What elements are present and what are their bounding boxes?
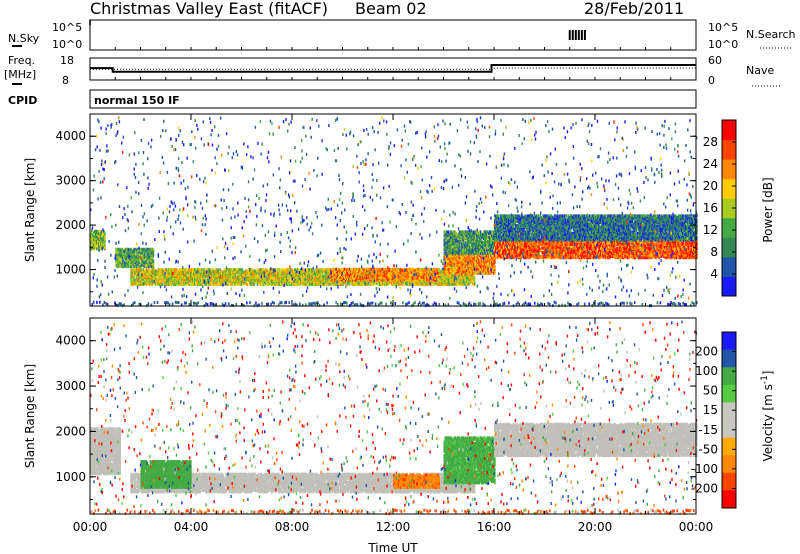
- scatter-cell: [104, 246, 106, 249]
- scatter-cell: [330, 283, 332, 286]
- scatter-cell: [153, 253, 155, 256]
- cpid-value: normal 150 IF: [94, 94, 180, 107]
- scatter-cell: [438, 277, 440, 280]
- scatter-cell: [153, 248, 155, 251]
- scatter-cell: [376, 268, 378, 271]
- nsky-label: N.Sky: [8, 32, 40, 45]
- station-title: Christmas Valley East (fitACF): [90, 0, 328, 18]
- scatter-cell: [438, 268, 440, 271]
- nsky-tick-low: 10^0: [52, 38, 82, 51]
- scatter-cell: [162, 283, 164, 286]
- nsky-panel-frame: [90, 20, 696, 50]
- nsearch-label: N.Search: [746, 28, 796, 41]
- scatter-cell: [130, 248, 132, 251]
- scatter-cell: [494, 260, 496, 263]
- nsky-series: [90, 20, 585, 41]
- scatter-cell: [217, 268, 219, 271]
- scatter-cell: [104, 237, 106, 240]
- nave-tick-high: 60: [708, 54, 722, 67]
- scatter-cell: [247, 283, 249, 286]
- scatter-cell: [133, 275, 135, 278]
- freq-tick-low: 8: [62, 74, 69, 87]
- scatter-cell: [204, 268, 206, 271]
- scatter-cell: [345, 282, 347, 285]
- cpid-panel-frame: [90, 90, 696, 108]
- nsearch-tick-low: 10^0: [708, 38, 738, 51]
- scatter-cell: [311, 268, 313, 271]
- scatter-cell: [313, 275, 315, 278]
- scatter-cell: [104, 233, 106, 236]
- freq-tick-high: 18: [60, 54, 74, 67]
- scatter-cell: [139, 261, 141, 264]
- scatter-cell: [254, 283, 256, 286]
- nave-tick-low: 0: [708, 74, 715, 87]
- scatter-cell: [133, 250, 135, 253]
- scatter-cell: [153, 260, 155, 263]
- scatter-cell: [474, 282, 476, 285]
- scatter-cell: [298, 268, 300, 271]
- freq-unit-label: [MHz]: [4, 68, 36, 81]
- scatter-cell: [494, 270, 496, 273]
- cpid-label: CPID: [8, 94, 37, 107]
- freq-label: Freq.: [8, 54, 35, 67]
- scatter-cell: [418, 274, 420, 277]
- nave-label: Nave: [746, 64, 774, 77]
- date-title: 28/Feb/2011: [584, 0, 684, 18]
- scatter-cell: [474, 276, 476, 279]
- scatter-cell: [363, 272, 365, 275]
- scatter-cell: [255, 270, 257, 273]
- scatter-cell: [127, 265, 129, 268]
- scatter-cell: [234, 274, 236, 277]
- nsky-tick-high: 10^5: [52, 21, 82, 34]
- freq-series: [90, 65, 696, 72]
- scatter-cell: [104, 242, 106, 245]
- scatter-cell: [424, 273, 426, 276]
- scatter-cell: [494, 265, 496, 268]
- scatter-cell: [338, 268, 340, 271]
- nave-line: [90, 68, 696, 69]
- nsearch-tick-high: 10^5: [708, 21, 738, 34]
- power-scatter: [90, 116, 698, 307]
- beam-title: Beam 02: [355, 0, 427, 18]
- scatter-cell: [242, 268, 244, 271]
- scatter-cell: [267, 270, 269, 273]
- scatter-cell: [279, 268, 281, 271]
- scatter-cell: [210, 282, 212, 285]
- scatter-cell: [227, 283, 229, 286]
- scatter-cell: [398, 269, 400, 272]
- scatter-cell: [118, 258, 120, 261]
